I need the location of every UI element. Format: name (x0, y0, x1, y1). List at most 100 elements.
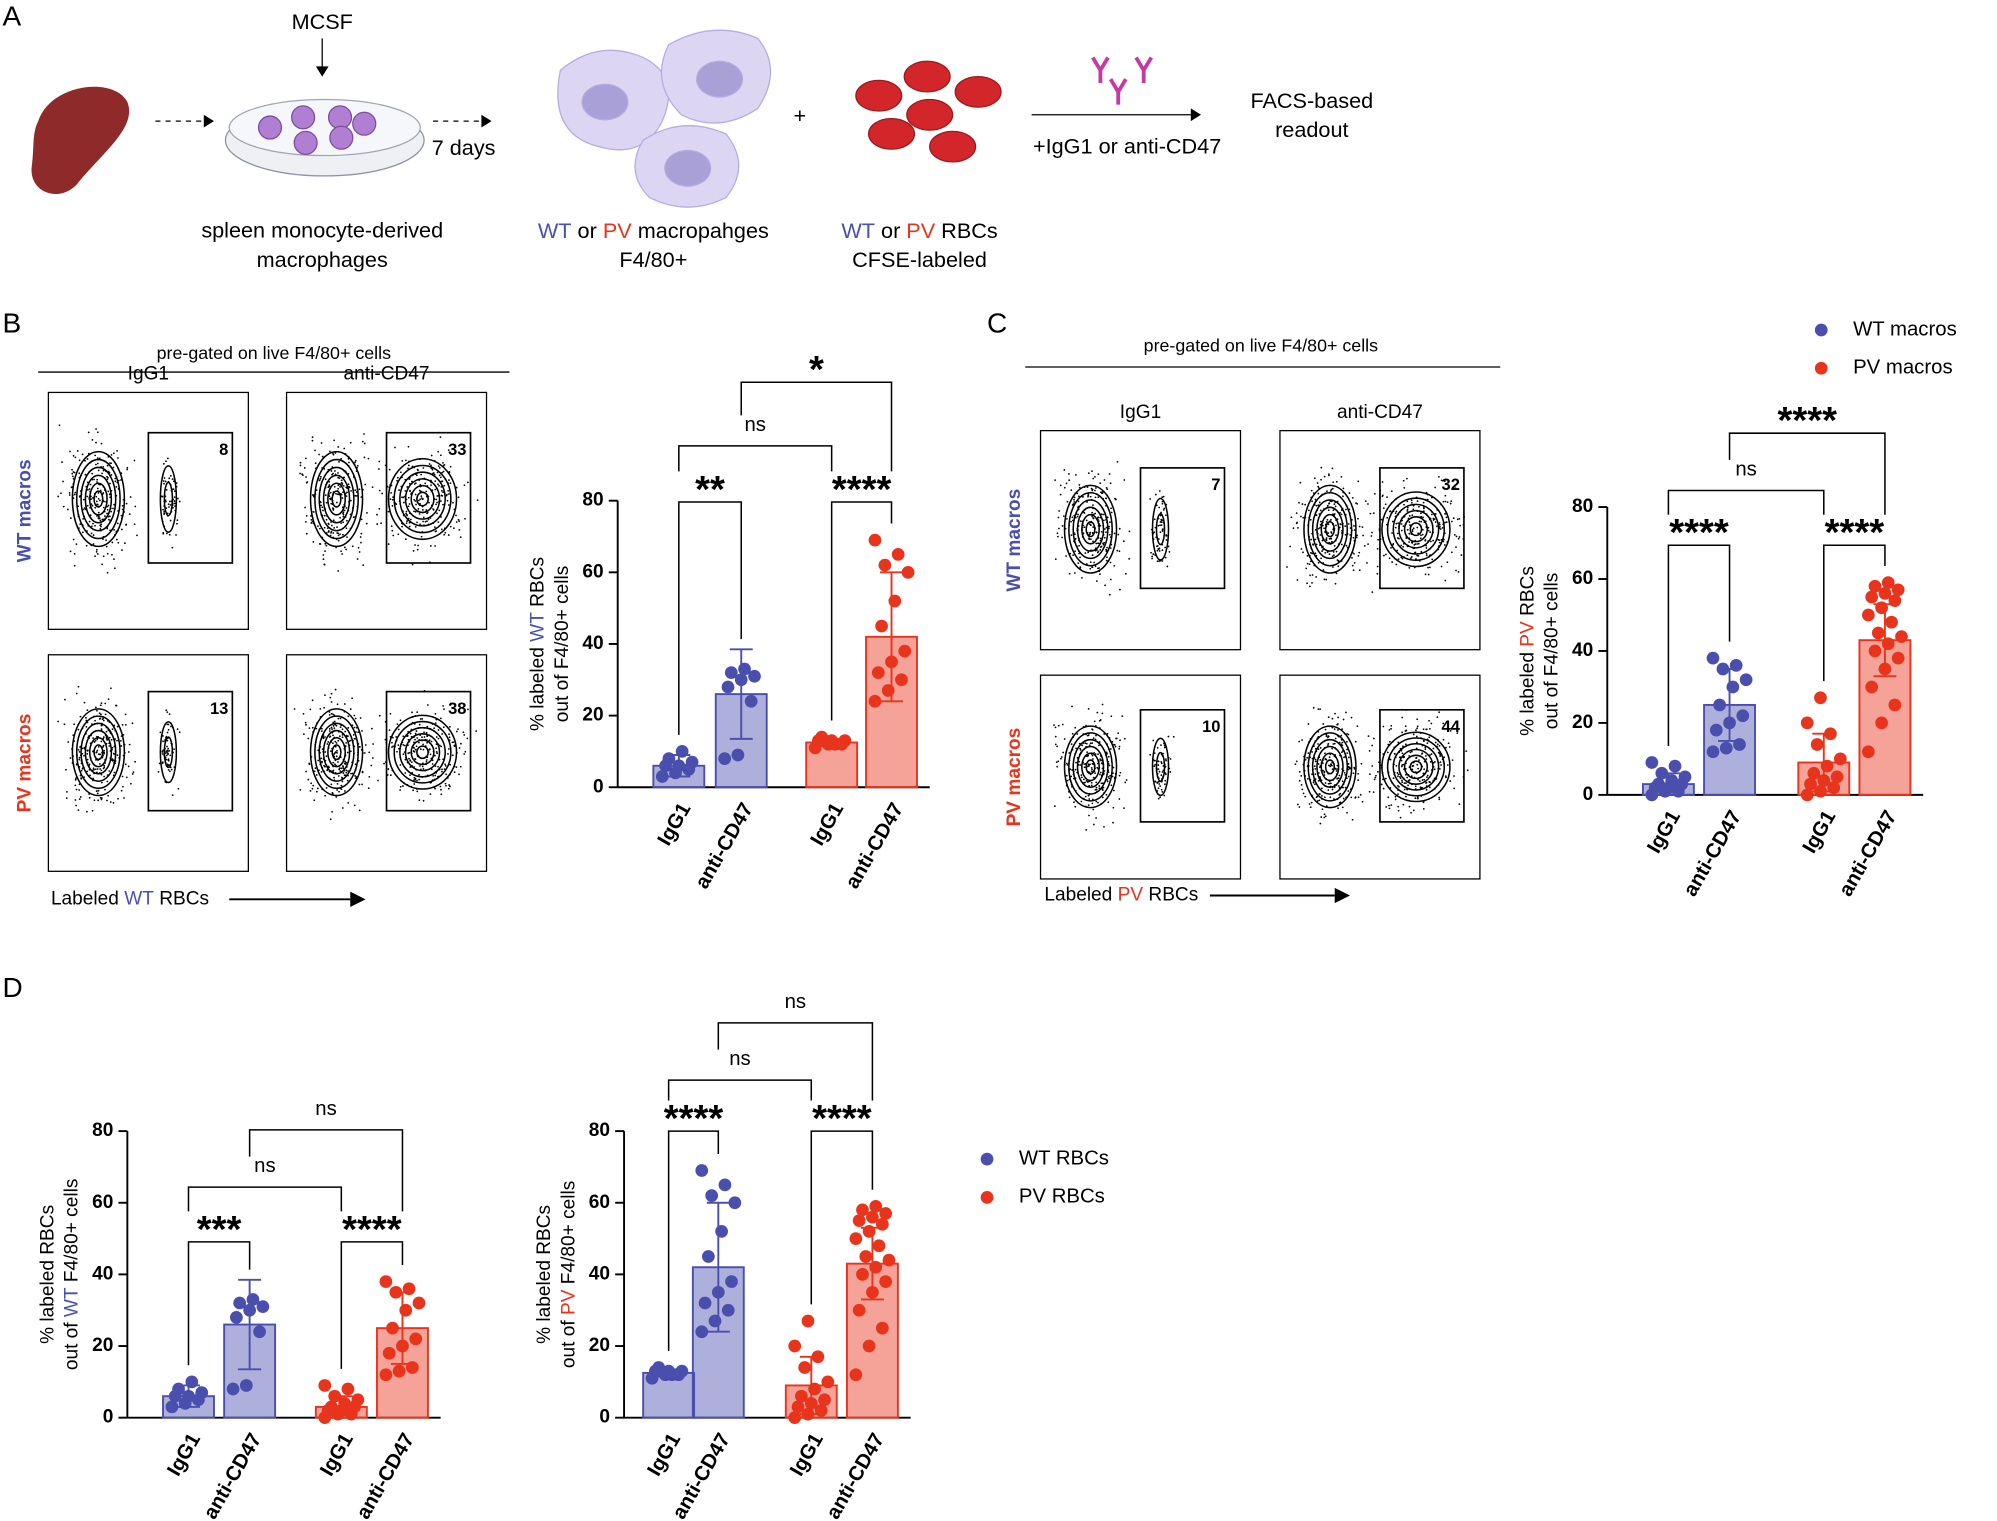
event-dot (1306, 554, 1309, 557)
data-point (185, 1375, 199, 1389)
y-tick-label: 60 (582, 561, 603, 582)
event-dot (319, 475, 322, 478)
event-dot (69, 550, 72, 553)
event-dot (322, 554, 325, 556)
significance-label: **** (832, 468, 892, 511)
contour (93, 490, 104, 508)
event-dot (1421, 753, 1423, 755)
event-dot (344, 790, 346, 792)
event-dot (100, 798, 103, 801)
event-dot (1425, 758, 1428, 760)
event-dot (1341, 780, 1344, 783)
event-dot (165, 709, 168, 712)
event-dot (422, 748, 425, 751)
event-dot (123, 797, 125, 799)
gate (1379, 708, 1465, 823)
significance-label: **** (664, 1097, 724, 1140)
event-dot (1295, 512, 1298, 514)
event-dot (1090, 781, 1093, 784)
event-dot (426, 704, 429, 706)
event-dot (1401, 731, 1404, 734)
contour (393, 720, 452, 784)
significance-bracket (810, 1130, 874, 1305)
event-dot (1340, 475, 1343, 478)
event-dot (343, 546, 346, 549)
event-dot (1326, 504, 1329, 507)
event-dot (1160, 762, 1163, 765)
event-dot (414, 493, 417, 496)
data-point (1719, 741, 1733, 755)
data-point (386, 1321, 399, 1335)
event-dot (1163, 794, 1166, 797)
event-dot (134, 760, 137, 763)
event-dot (1088, 744, 1091, 747)
event-dot (339, 726, 342, 728)
event-dot (72, 475, 74, 478)
event-dot (420, 473, 423, 476)
event-dot (1319, 520, 1322, 523)
event-dot (1092, 776, 1095, 779)
event-dot (102, 719, 105, 722)
event-dot (94, 739, 97, 742)
event-dot (1347, 762, 1350, 765)
y-axis-label: % labeled RBCs (37, 1205, 58, 1344)
event-dot (1118, 745, 1121, 748)
event-dot (398, 489, 401, 491)
event-dot (336, 526, 338, 529)
event-dot (173, 748, 175, 751)
event-dot (132, 771, 135, 774)
pv: PV (906, 218, 935, 243)
event-dot (428, 739, 431, 741)
data-point (328, 1389, 342, 1403)
event-dot (1079, 747, 1081, 750)
data-point (721, 1303, 735, 1317)
event-dot (338, 735, 341, 738)
event-dot (1404, 743, 1407, 746)
event-dot (1321, 550, 1323, 552)
event-dot (416, 521, 418, 524)
event-dot (1431, 558, 1434, 561)
event-dot (1353, 767, 1356, 770)
event-dot (1095, 531, 1098, 534)
event-dot (108, 493, 111, 496)
event-dot (1075, 761, 1077, 764)
event-dot (1118, 774, 1121, 777)
event-dot (354, 494, 357, 497)
event-dot (1412, 764, 1414, 767)
event-dot (1441, 526, 1444, 529)
legend-marker (980, 1152, 994, 1166)
data-point (705, 1189, 719, 1202)
event-dot (449, 726, 451, 728)
event-dot (313, 799, 316, 802)
plot-frame (285, 391, 488, 630)
data-point (1736, 709, 1750, 723)
event-dot (1405, 729, 1408, 732)
event-dot (1089, 495, 1092, 498)
event-dot (1087, 494, 1090, 497)
data-point (1739, 673, 1753, 687)
event-dot (1324, 728, 1327, 731)
event-dot (96, 709, 98, 712)
event-dot (1334, 582, 1337, 585)
data-point (748, 669, 761, 683)
event-dot (455, 486, 458, 489)
event-dot (418, 778, 421, 781)
plot-frame (285, 654, 488, 872)
event-dot (95, 495, 98, 498)
event-dot (411, 563, 414, 566)
event-dot (320, 730, 323, 733)
event-dot (97, 492, 100, 494)
event-dot (1298, 806, 1301, 808)
significance-label: ns (785, 991, 807, 1013)
event-dot (1439, 753, 1442, 756)
contour (1081, 513, 1100, 545)
event-dot (1351, 564, 1354, 567)
contour (1398, 748, 1434, 785)
event-dot (432, 472, 435, 474)
event-dot (343, 703, 346, 705)
event-dot (1425, 788, 1428, 791)
event-dot (1084, 781, 1086, 784)
event-dot (112, 801, 115, 804)
event-dot (304, 457, 307, 460)
event-dot (332, 452, 334, 455)
